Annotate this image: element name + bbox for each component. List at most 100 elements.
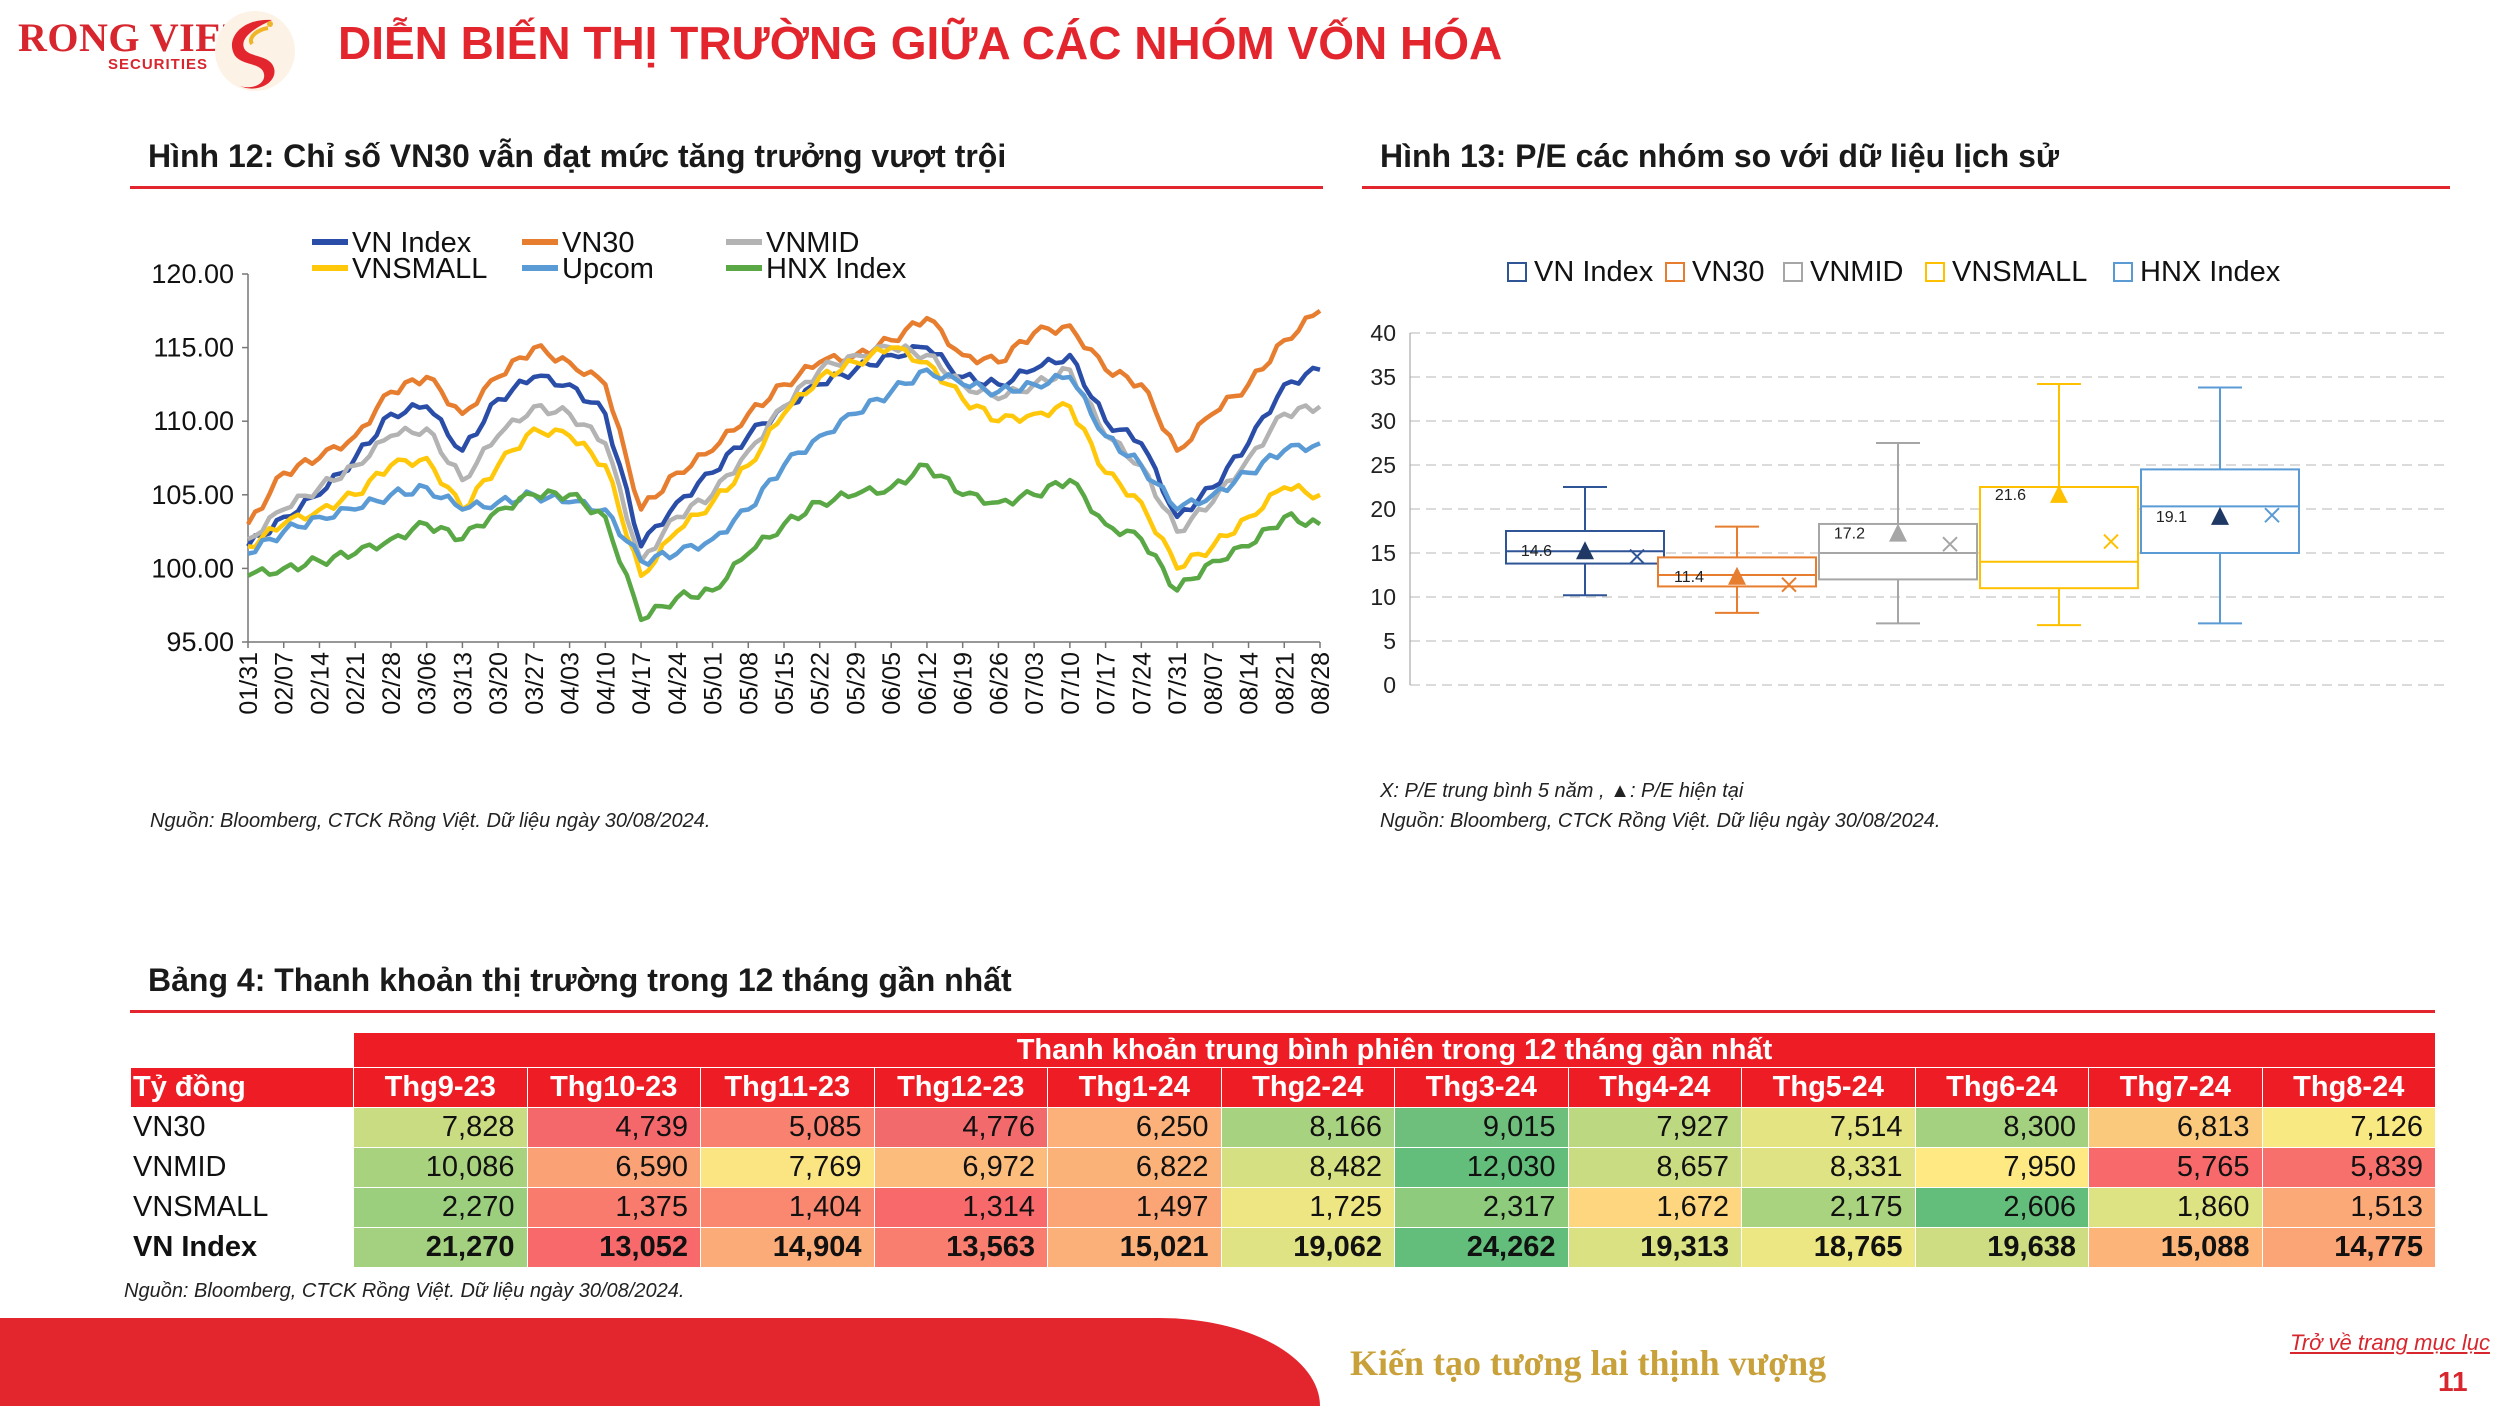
y-tick-label: 5	[1383, 628, 1396, 654]
series-line-vnsmall	[247, 345, 1321, 579]
table-cell: 15,021	[1047, 1227, 1222, 1268]
legend-label: VN Index	[352, 230, 472, 259]
table-cell: 7,126	[2261, 1107, 2436, 1148]
x-tick-label: 03/06	[414, 652, 442, 715]
value-label: 19.1	[2156, 509, 2187, 526]
y-tick-label: 95.00	[166, 627, 234, 657]
table-cell: 1,404	[700, 1187, 875, 1228]
back-to-toc-link[interactable]: Trở về trang mục lục	[2290, 1330, 2490, 1355]
row-label: VN30	[130, 1107, 354, 1148]
brand-name: RONG VIET	[18, 15, 250, 60]
table-cell: 7,927	[1567, 1107, 1742, 1148]
table-cell: 6,972	[873, 1147, 1048, 1188]
x-tick-label: 06/12	[914, 652, 942, 715]
table-cell: 10,086	[353, 1147, 528, 1188]
fig12-rule	[130, 186, 1323, 189]
footer-bar	[0, 1318, 1320, 1406]
table-cell: 13,563	[873, 1227, 1048, 1268]
column-header: Thg11-23	[700, 1067, 875, 1108]
triangle-icon: ▲	[1610, 780, 1630, 802]
y-tick-label: 0	[1383, 672, 1396, 698]
table-cell: 1,375	[526, 1187, 701, 1228]
table-cell: 7,828	[353, 1107, 528, 1148]
table-cell: 19,313	[1567, 1227, 1742, 1268]
value-label: 21.6	[1995, 487, 2026, 504]
table-cell: 14,775	[2261, 1227, 2436, 1268]
x-tick-label: 07/24	[1128, 652, 1156, 715]
x-tick-label: 07/17	[1093, 652, 1121, 715]
x-tick-label: 03/27	[521, 652, 549, 715]
x-tick-label: 02/14	[306, 652, 334, 715]
table-cell: 2,317	[1394, 1187, 1569, 1228]
table-cell: 6,250	[1047, 1107, 1222, 1148]
y-tick-label: 100.00	[151, 553, 234, 583]
column-header: Thg7-24	[2088, 1067, 2263, 1108]
table-cell: 1,497	[1047, 1187, 1222, 1228]
table-cell: 8,657	[1567, 1147, 1742, 1188]
y-tick-label: 35	[1370, 364, 1396, 390]
column-header: Thg4-24	[1567, 1067, 1742, 1108]
y-tick-label: 110.00	[153, 406, 234, 436]
series-line-vnmid	[247, 343, 1322, 564]
column-header: Thg6-24	[1914, 1067, 2089, 1108]
column-header: Thg1-24	[1047, 1067, 1222, 1108]
fig13-source: Nguồn: Bloomberg, CTCK Rồng Việt. Dữ liệ…	[1380, 810, 1941, 832]
table-cell: 7,769	[700, 1147, 875, 1188]
y-tick-label: 105.00	[151, 480, 234, 510]
x-tick-label: 05/01	[700, 652, 728, 715]
x-tick-label: 04/24	[664, 652, 692, 715]
table-cell: 18,765	[1741, 1227, 1916, 1268]
x-tick-label: 02/07	[271, 652, 299, 715]
table-cell: 1,314	[873, 1187, 1048, 1228]
current-marker	[1728, 566, 1746, 585]
column-header: Thg10-23	[526, 1067, 701, 1108]
x-tick-label: 08/07	[1200, 652, 1228, 715]
table-cell: 12,030	[1394, 1147, 1569, 1188]
y-tick-label: 30	[1370, 408, 1396, 434]
liquidity-table: Thanh khoản trung bình phiên trong 12 th…	[130, 1032, 2436, 1268]
table-row: VNSMALL 2,270 1,375 1,404 1,314 1,497 1,725 2,3…	[130, 1187, 2436, 1228]
current-marker	[2050, 484, 2068, 503]
x-tick-label: 08/21	[1271, 652, 1299, 715]
mean-marker	[1942, 536, 1958, 552]
legend-label: VNSMALL	[1952, 256, 2087, 288]
x-tick-label: 05/29	[842, 652, 870, 715]
table-cell: 5,085	[700, 1107, 875, 1148]
x-tick-label: 08/14	[1236, 652, 1264, 715]
y-tick-label: 10	[1370, 584, 1396, 610]
mean-marker	[2103, 533, 2119, 550]
brand-subtitle: SECURITIES	[108, 56, 209, 73]
table-source: Nguồn: Bloomberg, CTCK Rồng Việt. Dữ liệ…	[124, 1280, 685, 1302]
table-header-row: Tỷ đồng Thg9-23 Thg10-23 Thg11-23 Thg12-23 Th…	[130, 1067, 2436, 1108]
x-tick-label: 02/21	[342, 652, 370, 715]
x-tick-label: 07/03	[1021, 652, 1049, 715]
x-tick-label: 03/13	[449, 652, 477, 715]
legend-swatch	[1507, 262, 1527, 282]
super-header: Thanh khoản trung bình phiên trong 12 th…	[353, 1032, 2436, 1068]
table-cell: 7,950	[1914, 1147, 2089, 1188]
table-cell: 9,015	[1394, 1107, 1569, 1148]
table-cell: 6,813	[2088, 1107, 2263, 1148]
value-label: 11.4	[1674, 569, 1704, 586]
line-chart: 95.00 100.00 105.00 110.00 115.00 120.00 01/31…	[151, 230, 1330, 715]
table-cell: 1,513	[2261, 1187, 2436, 1228]
legend-label: VNSMALL	[352, 253, 487, 285]
box-hnx-index	[2140, 468, 2300, 554]
current-marker-note: : P/E hiện tại	[1629, 780, 1744, 802]
x-tick-label: 05/08	[735, 652, 763, 715]
table-cell: 19,638	[1914, 1227, 2089, 1268]
y-tick-label: 40	[1370, 320, 1396, 346]
table-row: VNMID 10,086 6,590 7,769 6,972 6,822 8,482 12,0…	[130, 1147, 2436, 1188]
x-tick-label: 06/19	[950, 652, 978, 715]
legend-label: VNMID	[1810, 256, 1903, 288]
x-tick-label: 04/03	[557, 652, 585, 715]
table-cell: 1,672	[1567, 1187, 1742, 1228]
legend-label: HNX Index	[766, 253, 907, 285]
current-marker	[2211, 506, 2229, 525]
value-label: 14.6	[1521, 543, 1552, 560]
legend-label: VN30	[562, 230, 635, 259]
y-tick-label: 15	[1370, 540, 1396, 566]
x-tick-label: 06/26	[985, 652, 1013, 715]
column-header: Thg5-24	[1741, 1067, 1916, 1108]
row-label: VN Index	[130, 1227, 354, 1268]
